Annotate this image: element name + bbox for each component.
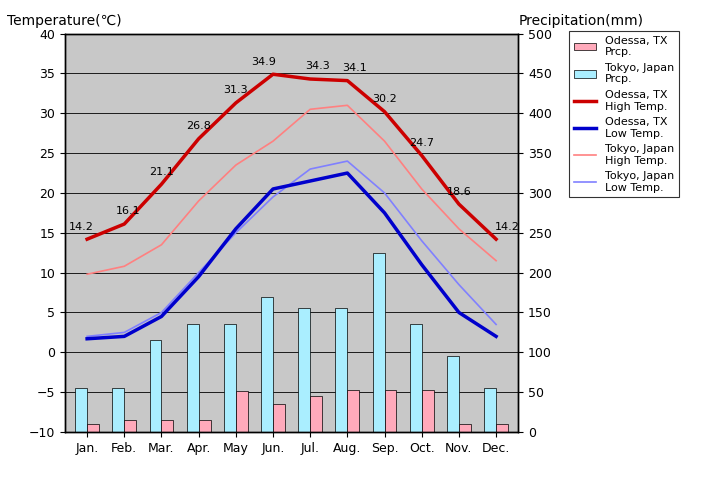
- Bar: [496, 424, 508, 432]
- Text: 31.3: 31.3: [223, 85, 248, 96]
- Bar: [310, 396, 322, 432]
- Bar: [150, 340, 161, 432]
- Bar: [87, 424, 99, 432]
- Bar: [199, 420, 210, 432]
- Text: 34.1: 34.1: [343, 63, 367, 73]
- Text: 16.1: 16.1: [116, 206, 140, 216]
- Bar: [336, 309, 347, 432]
- Text: 24.7: 24.7: [409, 138, 434, 148]
- Text: 21.1: 21.1: [149, 167, 174, 177]
- Bar: [236, 391, 248, 432]
- Text: 26.8: 26.8: [186, 121, 211, 131]
- Bar: [410, 324, 422, 432]
- Bar: [186, 324, 199, 432]
- Text: 14.2: 14.2: [69, 222, 94, 232]
- Bar: [273, 404, 285, 432]
- Text: 30.2: 30.2: [372, 94, 397, 104]
- Bar: [384, 390, 397, 432]
- Bar: [298, 309, 310, 432]
- Text: Precipitation(mm): Precipitation(mm): [518, 14, 644, 28]
- Text: 18.6: 18.6: [446, 187, 472, 196]
- Bar: [347, 390, 359, 432]
- Text: 14.2: 14.2: [495, 222, 520, 232]
- Bar: [161, 420, 174, 432]
- Bar: [261, 297, 273, 432]
- Legend: Odessa, TX
Prcp., Tokyo, Japan
Prcp., Odessa, TX
High Temp., Odessa, TX
Low Temp: Odessa, TX Prcp., Tokyo, Japan Prcp., Od…: [570, 31, 678, 197]
- Bar: [422, 390, 433, 432]
- Bar: [112, 388, 125, 432]
- Bar: [447, 356, 459, 432]
- Bar: [373, 252, 384, 432]
- Bar: [125, 420, 136, 432]
- Bar: [224, 324, 236, 432]
- Bar: [484, 388, 496, 432]
- Text: 34.9: 34.9: [251, 57, 276, 67]
- Text: Temperature(℃): Temperature(℃): [7, 14, 122, 28]
- Bar: [459, 424, 471, 432]
- Text: 34.3: 34.3: [305, 61, 330, 72]
- Bar: [75, 388, 87, 432]
